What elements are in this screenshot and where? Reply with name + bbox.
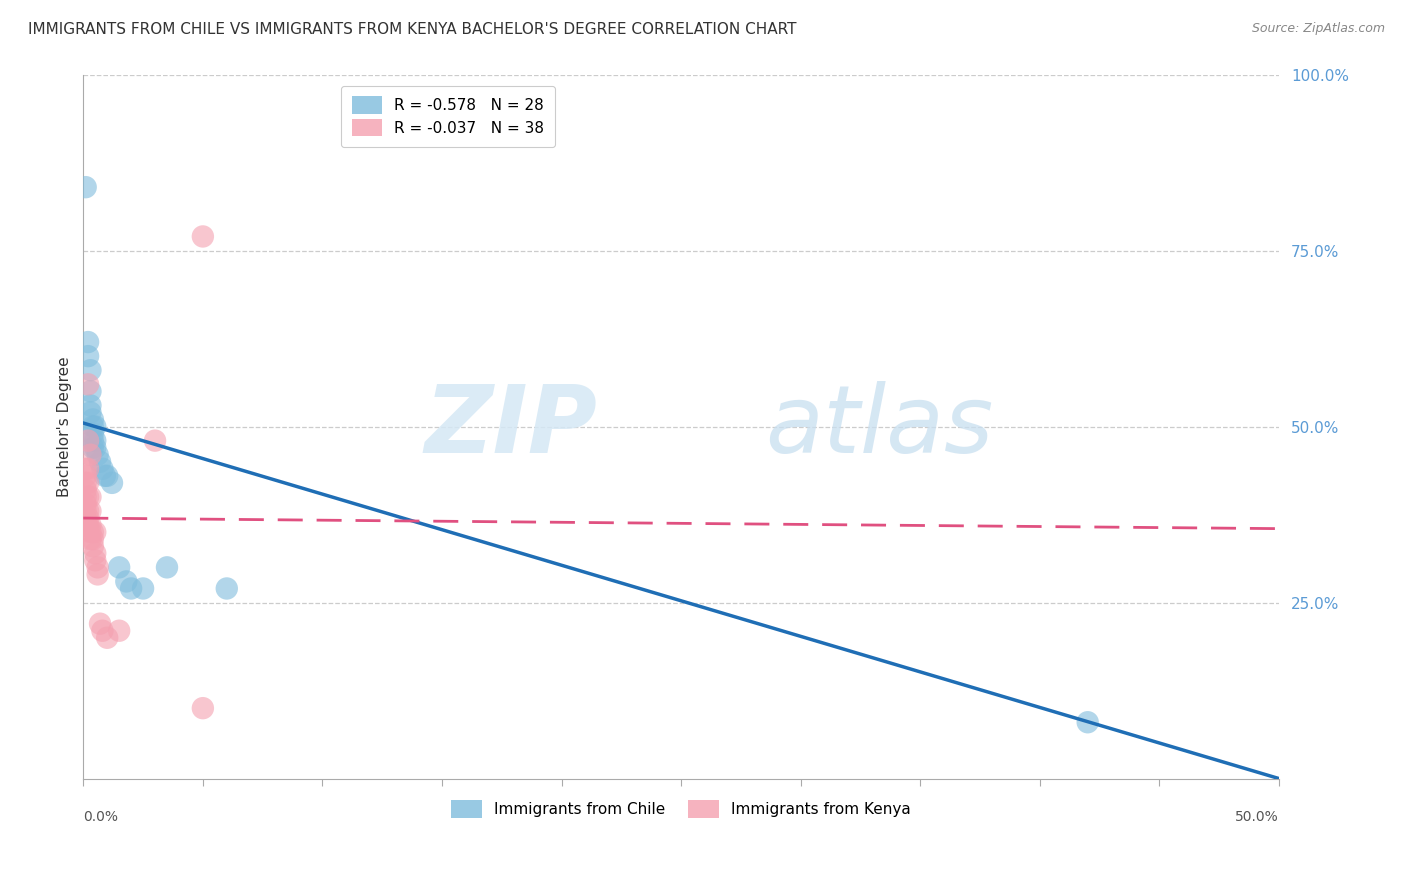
Point	[75, 490, 97, 504]
Point	[79, 490, 101, 504]
Point	[79, 504, 101, 518]
Point	[84, 434, 107, 448]
Point	[79, 363, 101, 377]
Point	[79, 532, 101, 546]
Point	[82, 419, 104, 434]
Point	[75, 504, 97, 518]
Point	[82, 412, 104, 426]
Point	[132, 582, 155, 596]
Point	[82, 434, 104, 448]
Point	[84, 546, 107, 560]
Point	[82, 525, 104, 540]
Point	[1077, 715, 1099, 730]
Point	[89, 616, 111, 631]
Text: ZIP: ZIP	[425, 381, 598, 473]
Point	[84, 553, 107, 567]
Y-axis label: Bachelor's Degree: Bachelor's Degree	[58, 356, 72, 497]
Point	[79, 399, 101, 413]
Point	[96, 468, 118, 483]
Point	[84, 419, 107, 434]
Point	[191, 229, 214, 244]
Point	[79, 448, 101, 462]
Point	[82, 532, 104, 546]
Point	[215, 582, 238, 596]
Point	[77, 490, 100, 504]
Point	[86, 560, 108, 574]
Text: atlas: atlas	[765, 381, 993, 472]
Point	[82, 539, 104, 553]
Point	[77, 334, 100, 349]
Point	[115, 574, 138, 589]
Point	[156, 560, 179, 574]
Point	[79, 405, 101, 419]
Point	[108, 624, 131, 638]
Point	[77, 511, 100, 525]
Text: IMMIGRANTS FROM CHILE VS IMMIGRANTS FROM KENYA BACHELOR'S DEGREE CORRELATION CHA: IMMIGRANTS FROM CHILE VS IMMIGRANTS FROM…	[28, 22, 797, 37]
Point	[94, 468, 117, 483]
Point	[108, 560, 131, 574]
Point	[75, 483, 97, 497]
Point	[96, 631, 118, 645]
Point	[84, 525, 107, 540]
Legend: Immigrants from Chile, Immigrants from Kenya: Immigrants from Chile, Immigrants from K…	[446, 794, 917, 823]
Point	[79, 518, 101, 533]
Point	[89, 455, 111, 469]
Text: 50.0%: 50.0%	[1236, 810, 1279, 824]
Point	[77, 475, 100, 490]
Point	[82, 441, 104, 455]
Point	[77, 504, 100, 518]
Point	[91, 624, 114, 638]
Point	[75, 468, 97, 483]
Point	[120, 582, 142, 596]
Point	[75, 180, 97, 194]
Point	[86, 448, 108, 462]
Point	[75, 462, 97, 476]
Point	[79, 525, 101, 540]
Point	[79, 384, 101, 399]
Point	[77, 462, 100, 476]
Point	[77, 377, 100, 392]
Point	[82, 426, 104, 441]
Point	[84, 441, 107, 455]
Point	[191, 701, 214, 715]
Point	[143, 434, 166, 448]
Point	[91, 462, 114, 476]
Point	[75, 497, 97, 511]
Point	[75, 475, 97, 490]
Text: 0.0%: 0.0%	[83, 810, 118, 824]
Point	[77, 349, 100, 363]
Point	[75, 518, 97, 533]
Point	[101, 475, 124, 490]
Text: Source: ZipAtlas.com: Source: ZipAtlas.com	[1251, 22, 1385, 36]
Point	[75, 511, 97, 525]
Point	[77, 434, 100, 448]
Point	[86, 567, 108, 582]
Point	[77, 518, 100, 533]
